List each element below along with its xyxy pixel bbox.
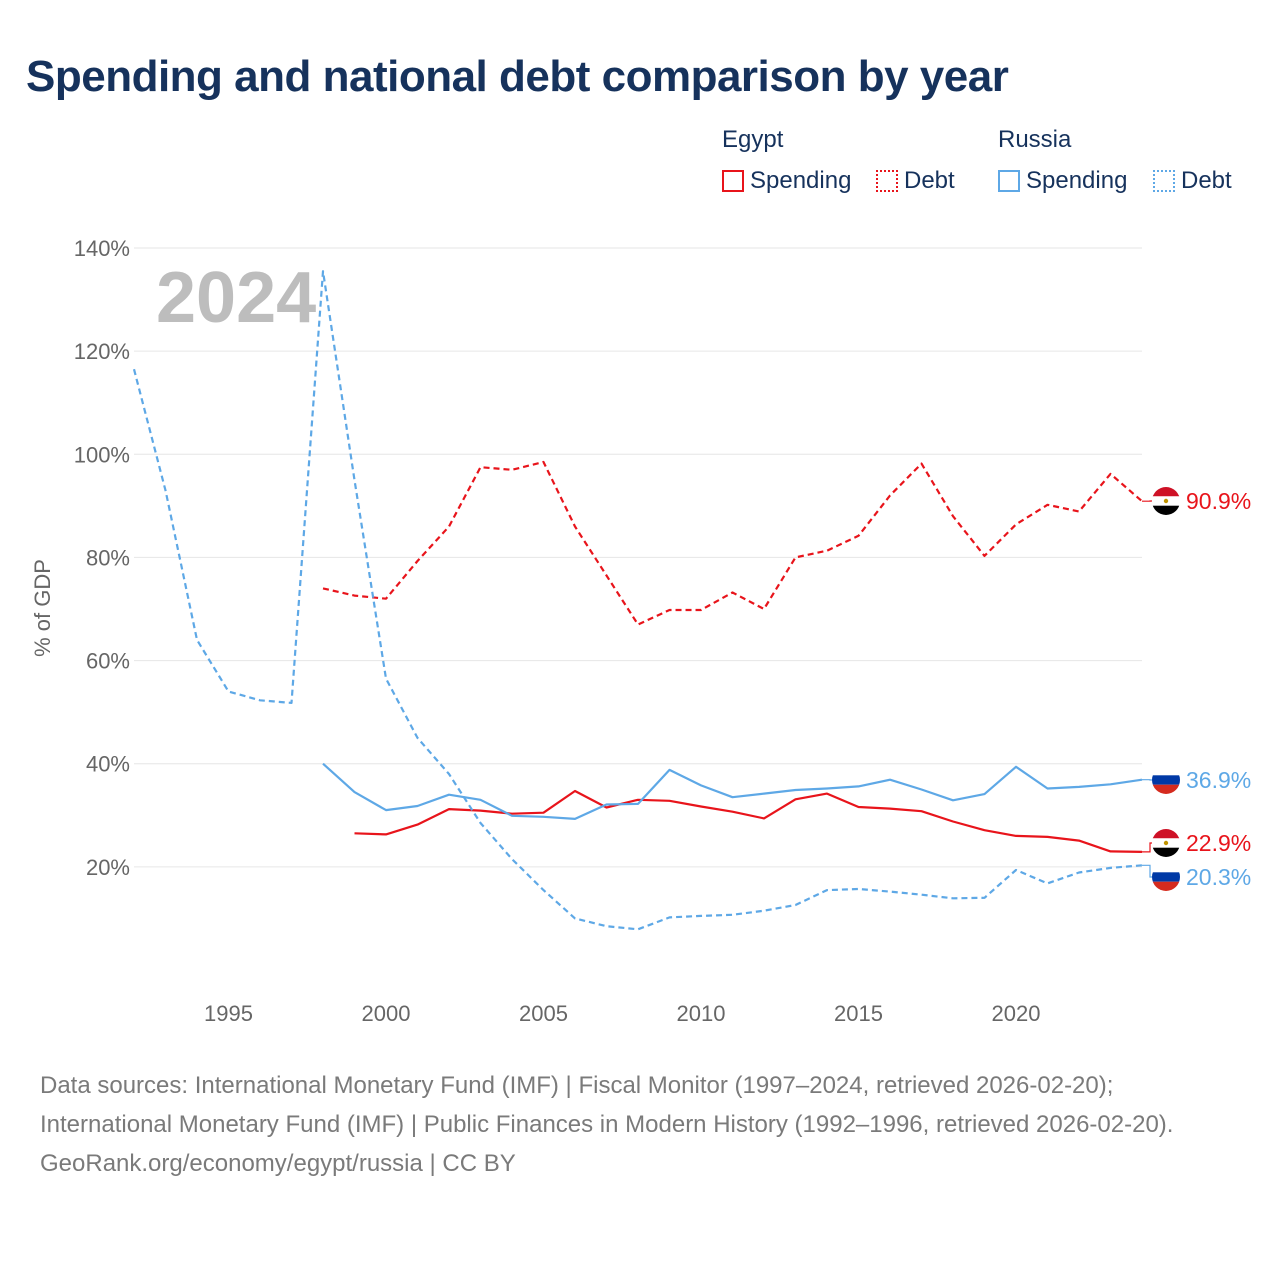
- x-axis: 1995 2000 2005 2010 2015 2020: [204, 1001, 1040, 1026]
- y-axis: 20% 40% 60% 80% 100% 120% 140%: [74, 236, 130, 880]
- y-tick-label: 100%: [74, 442, 130, 467]
- russia-debt-end-label: 20.3%: [1142, 863, 1251, 891]
- y-tick-label: 80%: [86, 545, 130, 570]
- y-tick-label: 140%: [74, 236, 130, 261]
- chart-title: Spending and national debt comparison by…: [26, 52, 1009, 101]
- russia-flag-icon: [1152, 863, 1180, 891]
- end-value-label: 90.9%: [1186, 488, 1251, 514]
- egypt-debt-end-label: 90.9%: [1142, 487, 1251, 515]
- russia-debt-line[interactable]: [132, 270, 1143, 931]
- egypt-debt-line[interactable]: [322, 460, 1143, 626]
- egypt-spending-line[interactable]: [354, 789, 1143, 853]
- legend-solid-swatch-icon: [998, 170, 1020, 192]
- y-tick-label: 20%: [86, 855, 130, 880]
- legend-russia-spending[interactable]: Spending: [998, 167, 1127, 195]
- legend-dotted-swatch-icon: [1153, 170, 1175, 192]
- year-watermark: 2024: [156, 258, 316, 338]
- x-tick-label: 2005: [519, 1001, 568, 1026]
- legend-russia-debt[interactable]: Debt: [1153, 167, 1232, 195]
- russia-spending-end-label: 36.9%: [1142, 766, 1251, 794]
- end-label-connector: [1142, 842, 1152, 853]
- end-value-label: 22.9%: [1186, 830, 1251, 856]
- y-axis-label: % of GDP: [30, 559, 55, 657]
- x-tick-label: 2010: [677, 1001, 726, 1026]
- legend-label: Spending: [750, 167, 852, 194]
- legend-group-russia: Russia: [998, 126, 1071, 168]
- legend-group-egypt: Egypt: [722, 126, 783, 168]
- x-tick-label: 2020: [992, 1001, 1041, 1026]
- x-tick-label: 1995: [204, 1001, 253, 1026]
- data-sources: Data sources: International Monetary Fun…: [40, 1072, 1174, 1138]
- egypt-spending-end-label: 22.9%: [1142, 829, 1251, 857]
- russia-spending-line[interactable]: [322, 762, 1143, 821]
- x-tick-label: 2000: [362, 1001, 411, 1026]
- egypt-flag-icon: [1152, 829, 1180, 857]
- legend-label: Debt: [1181, 167, 1232, 194]
- legend-label: Spending: [1026, 167, 1128, 194]
- gridlines: [134, 247, 1142, 868]
- legend-solid-swatch-icon: [722, 170, 744, 192]
- x-tick-label: 2015: [834, 1001, 883, 1026]
- egypt-flag-icon: [1152, 487, 1180, 515]
- series-lines: [132, 270, 1143, 931]
- line-chart: 2024 20% 40% 60% 80% 100% 120% 140% 1995 2000 20…: [30, 236, 1251, 1026]
- footer: Data sources: International Monetary Fun…: [40, 1066, 1240, 1183]
- y-tick-label: 40%: [86, 752, 130, 777]
- y-tick-label: 120%: [74, 339, 130, 364]
- y-tick-label: 60%: [86, 649, 130, 674]
- attribution: GeoRank.org/economy/egypt/russia | CC BY: [40, 1150, 516, 1177]
- russia-flag-icon: [1152, 766, 1180, 794]
- end-value-label: 20.3%: [1186, 864, 1251, 890]
- legend-egypt-spending[interactable]: Spending: [722, 167, 851, 195]
- end-labels: 90.9% 22.9% 36.9% 20.3%: [1142, 487, 1251, 891]
- end-label-connector: [1142, 864, 1152, 878]
- legend-group-russia-label: Russia: [998, 126, 1072, 153]
- legend-dotted-swatch-icon: [876, 170, 898, 192]
- legend-egypt-debt[interactable]: Debt: [876, 167, 955, 195]
- end-value-label: 36.9%: [1186, 767, 1251, 793]
- legend-group-egypt-label: Egypt: [722, 126, 784, 153]
- legend-label: Debt: [904, 167, 955, 194]
